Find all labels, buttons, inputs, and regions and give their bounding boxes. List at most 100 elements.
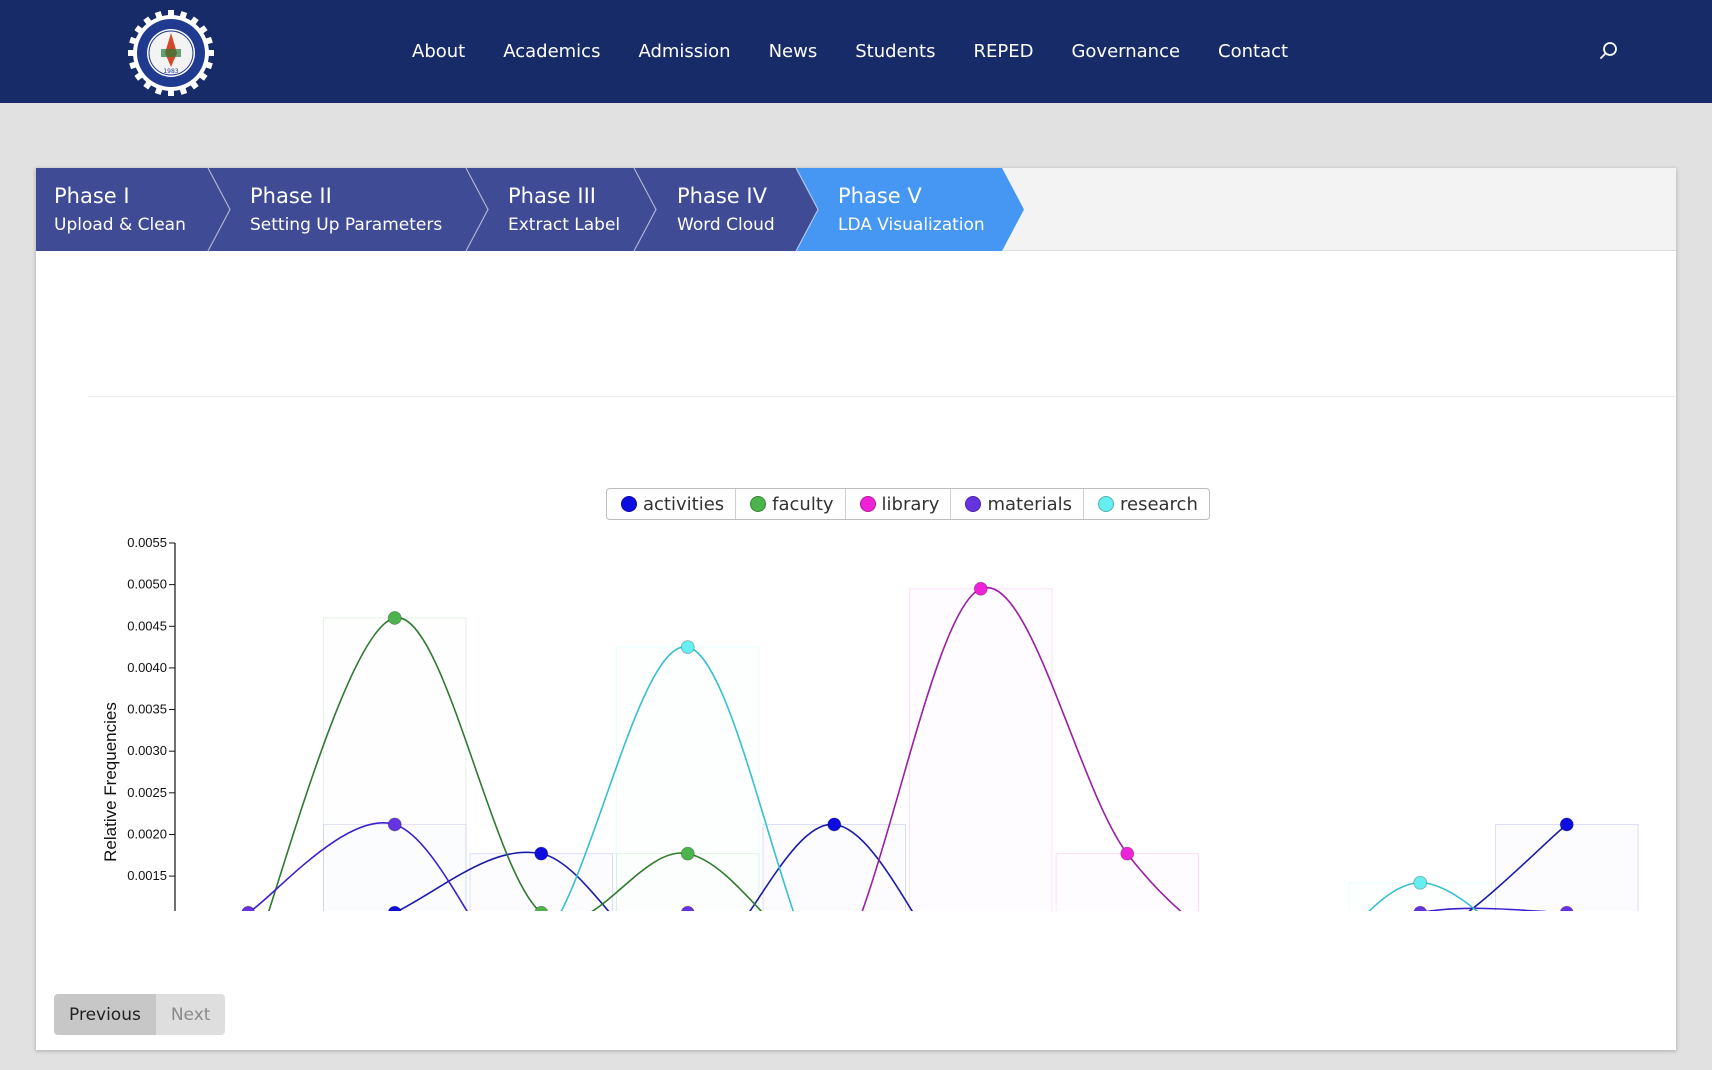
next-button[interactable]: Next xyxy=(155,994,226,1035)
legend-item-research[interactable]: research xyxy=(1084,489,1209,519)
series-line-faculty xyxy=(268,617,763,911)
step-2-subtitle: Setting Up Parameters xyxy=(250,215,443,235)
gear-tooth xyxy=(189,16,199,27)
nav-contact[interactable]: Contact xyxy=(1218,41,1289,62)
bar-research-4 xyxy=(616,646,760,911)
nav-admission[interactable]: Admission xyxy=(638,41,731,62)
nav-students[interactable]: Students xyxy=(855,41,936,62)
point-activities-2 xyxy=(388,905,402,911)
series-line-library xyxy=(861,586,1182,911)
gear-tooth xyxy=(134,25,145,35)
chart-legend: activities faculty library materials res… xyxy=(606,488,1210,520)
point-materials-2 xyxy=(387,817,402,832)
bar-library-7 xyxy=(1055,853,1199,911)
y-axis-title: Relative Frequencies xyxy=(101,702,120,862)
step-1-title: Phase I xyxy=(54,184,130,208)
nav-about[interactable]: About xyxy=(412,41,466,62)
step-phase-1[interactable]: Phase I Upload & Clean xyxy=(54,181,186,239)
gear-tooth xyxy=(154,85,164,95)
main-nav: About Academics Admission News Students … xyxy=(412,0,1326,103)
step-5-arrow[interactable] xyxy=(796,168,1024,251)
legend-dot-faculty xyxy=(750,496,767,512)
gear-tooth xyxy=(189,79,199,90)
step-2-title: Phase II xyxy=(250,184,332,208)
gear-tooth xyxy=(168,88,174,96)
gear-tooth xyxy=(134,71,145,81)
point-materials-9 xyxy=(1413,905,1427,911)
legend-label-library: library xyxy=(881,493,940,515)
step-3-title: Phase III xyxy=(508,184,596,208)
step-phase-3[interactable]: Phase III Extract Label xyxy=(508,181,620,239)
legend-item-activities[interactable]: activities xyxy=(607,489,737,519)
legend-label-faculty: faculty xyxy=(772,493,834,515)
top-navigation-bar: 1983 About Academics Admission News Stud… xyxy=(0,0,1712,103)
legend-label-materials: materials xyxy=(987,493,1072,515)
previous-button[interactable]: Previous xyxy=(54,994,156,1035)
bar-materials-2 xyxy=(323,823,467,911)
gear-tooth xyxy=(143,16,153,27)
series-line-activities xyxy=(396,823,1568,911)
step-2-arrow[interactable] xyxy=(208,168,488,251)
gear-tooth xyxy=(203,60,213,70)
step-4-title: Phase IV xyxy=(677,184,767,208)
gear-tooth xyxy=(168,10,174,18)
logo-year: 1983 xyxy=(163,68,178,75)
point-faculty-2 xyxy=(387,611,402,625)
y-tick-label: 0.0050 xyxy=(127,577,167,592)
legend-dot-library xyxy=(859,496,876,512)
legend-item-library[interactable]: library xyxy=(846,489,952,519)
step-4-arrow[interactable] xyxy=(634,168,818,251)
y-tick-label: 0.0025 xyxy=(127,785,167,800)
bar-activities-10 xyxy=(1495,823,1639,911)
gear-tooth xyxy=(178,11,188,21)
point-activities-3 xyxy=(534,846,549,861)
bar-activities-3 xyxy=(469,853,613,911)
step-phase-4[interactable]: Phase IV Word Cloud xyxy=(677,181,775,239)
y-tick-label: 0.0010 xyxy=(127,910,167,911)
step-3-arrow[interactable] xyxy=(466,168,656,251)
phase-stepper: Phase I Upload & Clean Phase II Setting … xyxy=(36,168,1676,251)
y-tick-label: 0.0015 xyxy=(127,868,167,883)
lda-line-chart: 0.00000.00050.00100.00150.00200.00250.00… xyxy=(101,535,1639,911)
search-icon[interactable] xyxy=(1598,40,1620,62)
gear-tooth xyxy=(206,50,214,56)
step-3-subtitle: Extract Label xyxy=(508,215,621,235)
point-materials-1 xyxy=(241,905,255,911)
step-1-subtitle: Upload & Clean xyxy=(54,215,186,235)
gear-tooth xyxy=(178,85,188,95)
point-library-6 xyxy=(973,581,988,596)
step-phase-5[interactable]: Phase V LDA Visualization xyxy=(838,181,985,239)
step-5-title: Phase V xyxy=(838,184,922,208)
step-1-arrow[interactable] xyxy=(36,168,230,251)
legend-item-faculty[interactable]: faculty xyxy=(736,489,846,519)
legend-dot-research xyxy=(1097,496,1114,512)
nav-academics[interactable]: Academics xyxy=(503,41,601,62)
series-line-materials xyxy=(249,822,1548,911)
point-faculty-4 xyxy=(680,846,695,861)
point-research-9 xyxy=(1413,875,1428,890)
y-tick-label: 0.0030 xyxy=(127,743,167,758)
nav-news[interactable]: News xyxy=(768,41,818,62)
college-seal-logo[interactable]: 1983 xyxy=(127,9,215,97)
step-4-subtitle: Word Cloud xyxy=(677,215,775,235)
gear-tooth xyxy=(128,50,136,56)
gear-tooth xyxy=(197,25,208,35)
legend-label-activities: activities xyxy=(643,493,725,515)
gear-tooth xyxy=(129,36,139,46)
y-tick-label: 0.0035 xyxy=(127,702,167,717)
legend-dot-activities xyxy=(621,496,637,512)
section-divider xyxy=(88,396,1676,397)
nav-reped[interactable]: REPED xyxy=(973,41,1034,62)
y-tick-label: 0.0040 xyxy=(127,660,167,675)
y-tick-label: 0.0020 xyxy=(127,826,167,841)
point-activities-5 xyxy=(827,817,842,832)
y-tick-label: 0.0055 xyxy=(127,535,167,550)
gear-tooth xyxy=(203,36,213,46)
legend-item-materials[interactable]: materials xyxy=(951,489,1084,519)
point-activities-10 xyxy=(1559,817,1574,832)
nav-governance[interactable]: Governance xyxy=(1071,41,1181,62)
step-phase-2[interactable]: Phase II Setting Up Parameters xyxy=(250,181,442,239)
legend-dot-materials xyxy=(965,496,982,512)
point-library-7 xyxy=(1120,846,1135,861)
stepper-arrows xyxy=(36,168,1024,251)
